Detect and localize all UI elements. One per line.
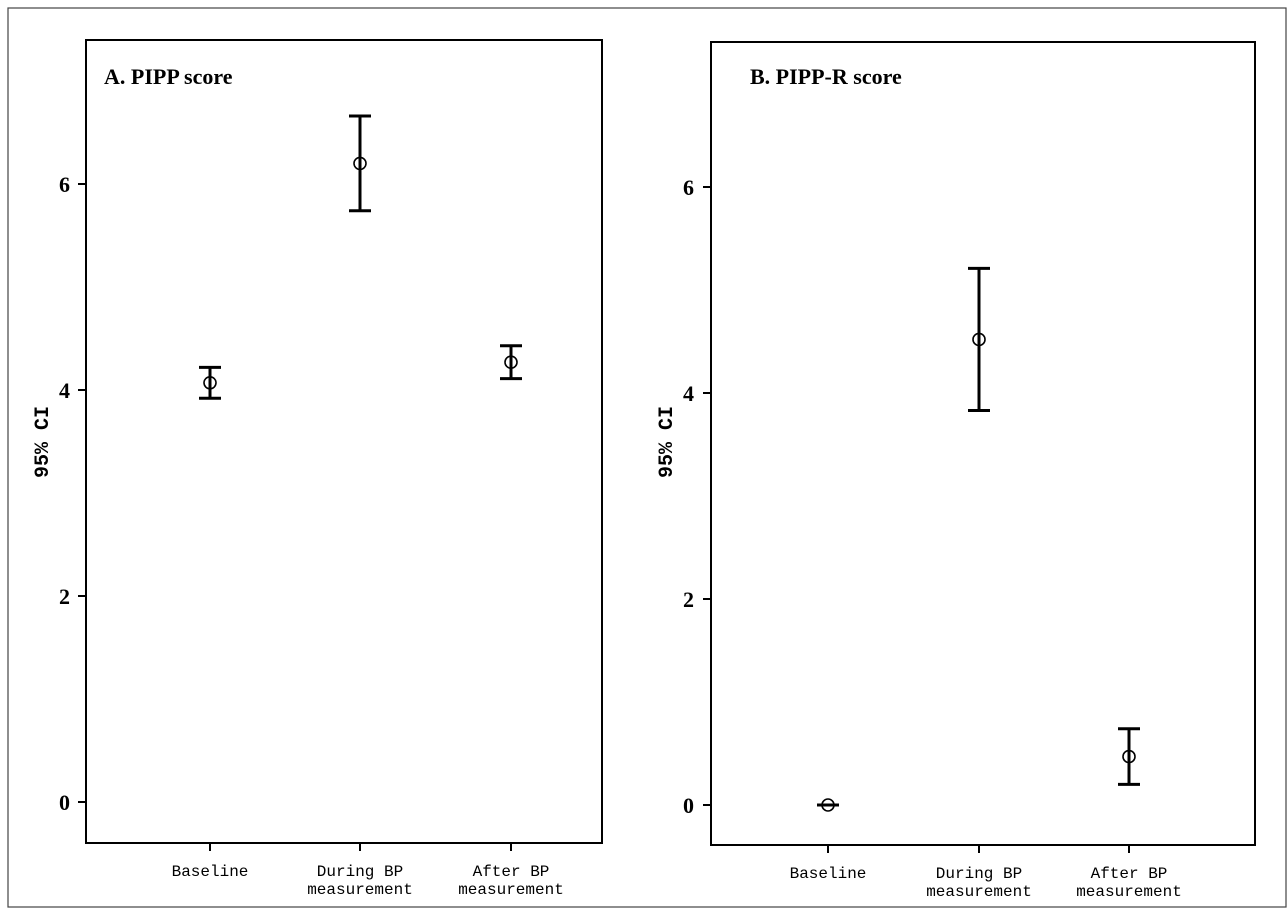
panel-b-y-tick-label: 6: [683, 175, 694, 200]
panel-b-mean-marker: [972, 332, 986, 347]
panel-a-x-tick-label: During BP: [317, 863, 403, 881]
panel-a-y-axis-label: 95% CI: [32, 406, 55, 478]
panel-b-y-tick-label: 2: [683, 587, 694, 612]
panel-a-x-tick-label: measurement: [307, 881, 413, 899]
panel-b-x-tick-label: During BP: [936, 865, 1022, 883]
panel-b-plot-area: [710, 41, 1256, 846]
panel-b-y-axis-label: 95% CI: [656, 406, 679, 478]
panel-b-title: B. PIPP-R score: [750, 64, 902, 89]
panel-b-y-tick-label: 4: [683, 381, 694, 406]
panel-a-y-tick-label: 4: [59, 378, 70, 403]
panel-a-y-tick-label: 0: [59, 790, 70, 815]
panel-b-x-tick-label: measurement: [926, 883, 1032, 901]
panel-a-x-tick-label: measurement: [458, 881, 564, 899]
panel-b-x-tick-label: measurement: [1076, 883, 1182, 901]
panel-a-mean-marker: [504, 355, 518, 369]
panel-b-x-tick-label: Baseline: [790, 865, 867, 883]
panel-b-x-tick-label: After BP: [1091, 865, 1168, 883]
panel-b-chart: B. PIPP-R score 95% CI 0 2 4 6 Baseline Durin…: [656, 41, 1256, 901]
panel-a-y-tick-label: 2: [59, 584, 70, 609]
panel-a-mean-marker: [353, 156, 367, 171]
panel-a-x-tick-label: Baseline: [172, 863, 249, 881]
panel-a-plot-area: [85, 39, 603, 844]
panel-b-y-tick-label: 0: [683, 793, 694, 818]
panel-a-x-tick-label: After BP: [473, 863, 550, 881]
panel-a-mean-marker: [203, 375, 217, 390]
figure-frame: [7, 7, 1287, 908]
panel-b-mean-marker: [821, 798, 835, 812]
panel-a-y-tick-label: 6: [59, 172, 70, 197]
panel-a-chart: A. PIPP score 95% CI 0 2 4 6 Baseline During …: [32, 39, 603, 899]
panel-b-mean-marker: [1122, 749, 1136, 764]
panel-a-title: A. PIPP score: [104, 64, 233, 89]
